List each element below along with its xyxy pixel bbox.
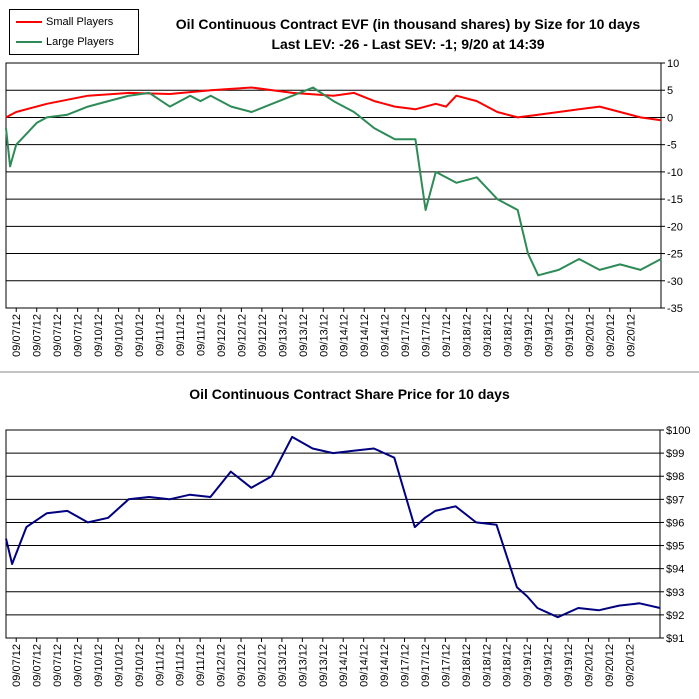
chart-1: 10 5 0 -5 -10 -15 -20 -25 -30 -35 09/07/12 09/07/12… [5,58,683,357]
chart-1-x-tick-label: 09/11/12 [195,314,207,356]
legend-swatch-small [16,21,42,23]
chart-1-y-tick-label: 5 [667,85,673,97]
chart-1-x-tick-label: 09/18/12 [482,314,494,357]
chart-2-x-tick-label: 09/14/12 [338,644,350,687]
chart-1-x-tick-label: 09/07/12 [11,314,23,357]
chart-2-x-tick-label: 09/14/12 [359,644,371,687]
chart-2-x-tick-label: 09/12/12 [216,644,228,687]
chart-1-x-tick-label: 09/14/12 [359,314,371,357]
chart-1-y-tick-label: 0 [667,112,673,124]
chart-2-x-tick-label: 09/12/12 [236,644,248,687]
chart-2-x-tick-label: 09/07/12 [11,644,23,687]
chart-1-y-tick-label: 10 [667,58,679,70]
chart-1-x-tick-label: 09/19/12 [564,314,576,357]
chart-1-x-tick-label: 09/11/12 [155,314,167,356]
chart-2-series-line-0 [5,435,661,619]
chart-1-x-tick-label: 09/18/12 [502,314,514,357]
chart-2-y-tick-label: $92 [666,610,684,622]
chart-2-y-tick-label: $94 [666,564,684,576]
chart-2-y-tick-label: $96 [666,517,684,529]
chart-2-x-tick-label: 09/11/12 [175,644,187,686]
legend-entry-large: Large Players [16,34,114,50]
chart-1-x-tick-label: 09/19/12 [523,314,535,357]
chart-2-x-tick-label: 09/10/12 [93,644,105,687]
chart-1-x-tick-label: 09/14/12 [380,314,392,357]
chart-2-x-tick-label: 09/19/12 [522,644,534,687]
chart-1-x-tick-label: 09/13/12 [298,314,310,357]
chart-2-y-tick-label: $95 [666,541,684,553]
chart-1-x-tick-label: 09/17/12 [421,314,433,357]
chart-1-plot-area [5,62,662,309]
chart-1-x-tick-label: 09/14/12 [339,314,351,357]
chart-2-plot-area [5,429,661,639]
chart-2-x-tick-label: 09/18/12 [461,644,473,687]
chart-1-series-line-1 [5,86,662,277]
chart-2-x-tick-label: 09/14/12 [379,644,391,687]
chart-2-x-tick-label: 09/20/12 [583,644,595,687]
chart-2-x-tick-label: 09/13/12 [277,644,289,687]
chart-1-x-tick-label: 09/12/12 [216,314,228,357]
chart-2-x-tick-label: 09/11/12 [154,644,166,686]
chart-2-x-tick-label: 09/20/12 [604,644,616,687]
legend-swatch-large [16,41,42,43]
legend-entry-small: Small Players [16,14,113,30]
chart-2-x-tick-label: 09/10/12 [113,644,125,687]
chart-2-y-tick-label: $93 [666,587,684,599]
chart-2-y-tick-label: $91 [666,633,684,645]
legend-label-small: Small Players [46,16,114,28]
chart-1-x-tick-label: 09/20/12 [584,314,596,357]
chart-2-y-tick-label: $97 [666,494,684,506]
chart-2-x-tick-label: 09/17/12 [400,644,412,687]
chart-2-x-tick-label: 09/11/12 [195,644,207,686]
chart-1-x-tick-label: 09/20/12 [625,314,637,357]
chart-1-x-tick-label: 09/19/12 [543,314,555,357]
legend-label-large: Large Players [46,36,114,48]
chart-1-x-tick-label: 09/07/12 [52,314,64,357]
chart-1-y-tick-label: -30 [667,276,683,288]
chart-1-y-tick-label: -35 [667,303,683,315]
chart-1-x-tick-label: 09/10/12 [93,314,105,357]
chart-2-x-tick-label: 09/20/12 [624,644,636,687]
chart-2-y-tick-label: $99 [666,448,684,460]
chart-1-legend: Small Players Large Players [9,9,139,55]
chart-2-x-tick-label: 09/19/12 [563,644,575,687]
chart-1-x-tick-label: 09/10/12 [134,314,146,357]
chart-1-x-tick-label: 09/12/12 [257,314,269,357]
chart-2: $100 $99 $98 $97 $96 $95 $94 $93 $92 $91 09/07/12 0… [5,425,690,687]
chart-2-y-tick-label: $98 [666,471,684,483]
chart-2-title: Oil Continuous Contract Share Price for … [189,386,510,402]
chart-2-x-tick-label: 09/07/12 [52,644,64,687]
chart-1-x-tick-label: 09/20/12 [605,314,617,357]
chart-1-y-tick-label: -10 [667,167,683,179]
chart-2-y-tick-label: $100 [666,425,690,437]
chart-1-x-tick-label: 09/11/12 [175,314,187,356]
chart-1-x-tick-label: 09/13/12 [318,314,330,357]
chart-1-y-tick-label: -5 [667,140,677,152]
chart-1-x-tick-label: 09/12/12 [236,314,248,357]
chart-1-x-tick-label: 09/07/12 [73,314,85,357]
chart-1-y-tick-label: -25 [667,249,683,261]
chart-2-x-tick-label: 09/17/12 [420,644,432,687]
chart-2-x-tick-label: 09/12/12 [256,644,268,687]
chart-1-x-tick-label: 09/13/12 [277,314,289,357]
chart-1-title: Oil Continuous Contract EVF (in thousand… [175,16,641,32]
chart-2-x-tick-label: 09/07/12 [32,644,44,687]
chart-2-x-tick-label: 09/17/12 [440,644,452,687]
chart-2-x-tick-label: 09/18/12 [502,644,514,687]
chart-2-x-tick-label: 09/18/12 [481,644,493,687]
chart-1-x-tick-label: 09/07/12 [32,314,44,357]
chart-2-x-tick-label: 09/19/12 [543,644,555,687]
chart-1-x-tick-label: 09/10/12 [114,314,126,357]
chart-1-y-tick-label: -15 [667,194,683,206]
chart-1-x-tick-label: 09/17/12 [441,314,453,357]
chart-1-subtitle: Last LEV: -26 - Last SEV: -1; 9/20 at 14… [271,36,545,52]
chart-2-x-tick-label: 09/13/12 [318,644,330,687]
chart-1-x-tick-label: 09/17/12 [400,314,412,357]
chart-1-y-tick-label: -20 [667,221,683,233]
chart-2-x-tick-label: 09/07/12 [73,644,85,687]
chart-1-x-tick-label: 09/18/12 [462,314,474,357]
chart-2-x-tick-label: 09/13/12 [297,644,309,687]
chart-2-x-tick-label: 09/10/12 [134,644,146,687]
